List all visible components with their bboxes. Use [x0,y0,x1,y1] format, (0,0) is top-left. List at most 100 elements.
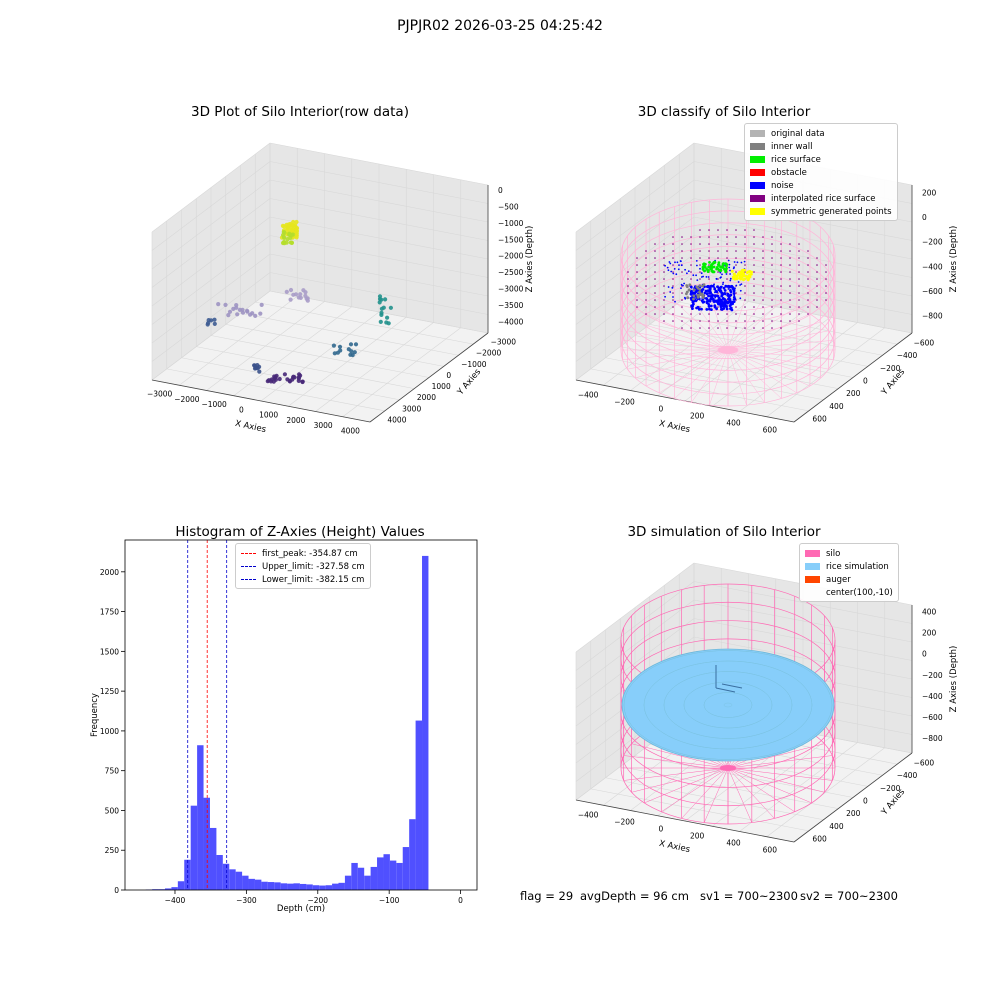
class-point [735,284,738,287]
interpolated-point [699,250,701,252]
silo-floor-spoke [727,767,825,793]
grid-line [693,581,913,624]
y-tick-label: −400 [897,771,918,780]
x-axis-line [575,799,795,843]
interpolated-point [672,313,674,315]
x-tick-label: 4000 [341,426,360,435]
class-point [698,287,702,291]
class-point [705,292,709,296]
data-point [280,223,285,228]
class-point [692,297,695,301]
x-tick-label: −300 [236,896,257,905]
silo-floor-spoke [727,294,747,351]
interpolated-point [807,278,809,280]
interpolated-point [690,257,692,259]
interpolated-point [735,229,737,231]
interpolated-point [744,320,746,322]
class-point [720,266,724,269]
interpolated-point [726,327,728,329]
interpolated-point [816,306,818,308]
y-tick-label: 600 [812,835,827,844]
interpolated-point [735,327,737,329]
data-point [303,293,308,298]
class-point [719,269,723,272]
subplot3-title: Histogram of Z-Axies (Height) Values [175,524,425,540]
data-point [298,373,303,378]
interpolated-point [807,271,809,273]
interpolated-point [807,250,809,252]
interpolated-point [789,285,791,287]
histogram-bar [332,883,339,890]
interpolated-point [699,306,701,308]
class-point [675,273,678,276]
class-point [680,287,682,290]
z-tick-label: −800 [922,734,943,743]
class-point [672,296,674,298]
legend-swatch [750,169,765,176]
class-point [690,289,693,293]
x-axis-line [151,379,371,423]
interpolated-point [762,271,764,273]
interpolated-point [672,278,674,280]
interpolated-point [654,285,656,287]
class-point [680,283,683,286]
class-point [717,296,721,300]
legend-item-interpolated: interpolated rice surface [750,192,892,205]
interpolated-point [699,264,701,266]
interpolated-point [744,292,746,294]
class-point [684,268,686,271]
interpolated-point [816,292,818,294]
silo-floor-spoke [645,349,729,387]
y-tick-label: 1500 [100,647,119,656]
silo-floor-spoke [674,301,729,351]
silo-floor-spoke [703,767,729,823]
interpolated-point [717,271,719,273]
interpolated-point [708,327,710,329]
data-point [300,379,305,385]
rice-mesh-line [663,671,793,739]
class-point [712,265,716,269]
interpolated-point [762,313,764,315]
legend-label: inner wall [771,141,813,152]
data-point [289,240,294,245]
silo-floor-spoke [631,767,729,793]
class-point [725,273,728,275]
x-axis-line [575,379,795,423]
interpolated-point [798,285,800,287]
class-point [720,307,723,311]
histogram-bar [338,882,345,890]
interpolated-point [663,320,665,322]
interpolated-point [636,278,638,280]
histogram-bar [184,859,191,890]
class-point [739,289,742,292]
interpolated-point [636,257,638,259]
class-point [713,287,717,291]
interpolated-point [780,285,782,287]
class-point [695,306,698,310]
legend-item-silo: silo [805,547,893,560]
grid-line [575,581,695,671]
class-point [714,296,717,299]
x-tick-label: −200 [614,818,635,827]
interpolated-point [681,236,683,238]
legend-item-noise: noise [750,179,892,192]
z-tick-label: 200 [922,628,937,637]
class-point [715,290,719,294]
silo-floor-spoke [709,294,729,351]
interpolated-point [627,271,629,273]
histogram-bar [267,882,275,890]
class-point [695,285,699,289]
x-tick-label: 3000 [314,421,333,430]
y-tick-label: 500 [105,806,120,815]
class-point [696,279,699,281]
data-point [296,295,301,300]
interpolated-point [735,250,737,252]
data-point [303,290,308,295]
grid-line [151,198,271,288]
class-point [678,264,680,266]
class-point [726,293,730,296]
class-point [738,276,742,280]
grid-line [269,142,489,186]
interpolated-point [663,299,665,301]
class-point [700,299,704,303]
